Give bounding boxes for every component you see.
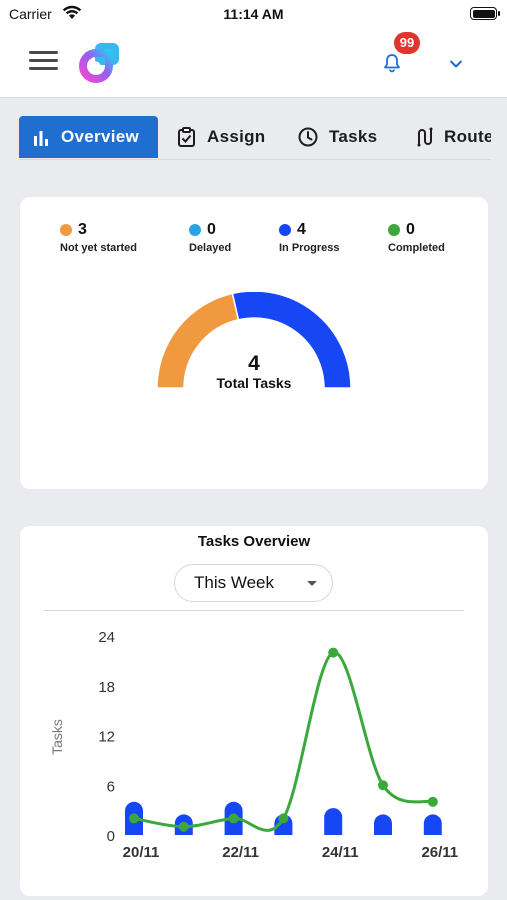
x-tick-label: 20/11 (123, 844, 160, 861)
status-bar: Carrier 11:14 AM (0, 0, 507, 30)
stat-count: 3 (78, 221, 87, 238)
app-header: 99 (0, 30, 507, 98)
y-tick-label: 0 (107, 828, 115, 845)
clock-time: 11:14 AM (223, 6, 284, 22)
status-summary-card: 3 Not yet started 0 Delayed 4 In Progres… (20, 197, 488, 489)
carrier-label: Carrier (9, 6, 52, 22)
tasks-chart: 0 6 12 18 24 Tasks 20/11 22/11 24/11 26/11 (49, 629, 458, 861)
tab-label: Overview (61, 127, 140, 146)
clipboard-check-icon (178, 127, 195, 147)
stat-count: 0 (207, 221, 216, 238)
chart-line-point (228, 813, 239, 824)
tab-route[interactable]: Route (415, 116, 491, 158)
tab-overview[interactable]: Overview (19, 116, 158, 158)
stat-delayed: 0 Delayed (189, 221, 231, 254)
menu-icon[interactable] (29, 51, 58, 73)
tab-label: Assign (207, 127, 266, 146)
gauge-segment (231, 292, 352, 389)
chart-line-point (278, 813, 289, 824)
stat-label: Not yet started (60, 242, 138, 254)
battery-icon (470, 7, 500, 20)
chart-bar (324, 808, 343, 835)
tab-tasks[interactable]: Tasks (298, 116, 377, 158)
divider (44, 610, 464, 611)
chart-line-point (427, 796, 438, 807)
status-dot (60, 224, 72, 236)
period-dropdown[interactable]: This Week (174, 564, 333, 602)
tab-assign[interactable]: Assign (177, 116, 265, 158)
tab-label: Tasks (329, 127, 378, 146)
y-tick-label: 6 (107, 778, 115, 795)
chart-line-point (178, 821, 189, 832)
chart-line-series (133, 651, 434, 832)
period-value: This Week (194, 573, 274, 592)
notification-bell-icon[interactable] (381, 52, 403, 79)
caret-down-icon (307, 581, 317, 586)
chart-line-point (328, 647, 339, 658)
x-tick-label: 24/11 (322, 844, 359, 861)
route-icon (417, 127, 433, 147)
chart-line-point (129, 813, 139, 824)
y-tick-label: 12 (98, 729, 115, 746)
stat-label: Delayed (189, 242, 232, 254)
chevron-down-icon[interactable] (449, 56, 463, 74)
chart-bar (423, 814, 442, 835)
bar-chart-icon (34, 130, 48, 146)
status-donut-gauge (156, 292, 352, 389)
status-dot (189, 224, 201, 236)
stat-label: In Progress (279, 242, 340, 254)
gauge-total: 4 Total Tasks (20, 352, 488, 391)
status-dot (279, 224, 291, 236)
stat-count: 0 (406, 221, 415, 238)
stat-not-yet-started: 3 Not yet started (60, 221, 137, 254)
total-label: Total Tasks (216, 375, 292, 391)
wifi-icon (62, 5, 82, 25)
stat-completed: 0 Completed (388, 221, 445, 254)
x-tick-label: 22/11 (222, 844, 259, 861)
stat-count: 4 (297, 221, 306, 238)
chart-line-point (378, 780, 388, 791)
clock-icon (298, 127, 318, 147)
total-count: 4 (248, 352, 260, 375)
stat-in-progress: 4 In Progress (279, 221, 340, 254)
chart-bar (374, 814, 392, 835)
app-logo (79, 40, 123, 89)
tab-label: Route (444, 127, 491, 146)
x-tick-label: 26/11 (421, 844, 458, 861)
status-dot (388, 224, 400, 236)
stat-label: Completed (388, 242, 445, 254)
tab-bar: Overview Assign Tasks Route (19, 116, 491, 160)
notification-badge: 99 (394, 32, 420, 54)
y-axis-label: Tasks (49, 719, 65, 755)
y-tick-label: 24 (98, 629, 115, 646)
tasks-overview-card: Tasks Overview This Week 0 6 12 18 24 Tasks 20… (20, 526, 488, 896)
chart-title: Tasks Overview (197, 533, 311, 550)
y-tick-label: 18 (98, 679, 115, 696)
